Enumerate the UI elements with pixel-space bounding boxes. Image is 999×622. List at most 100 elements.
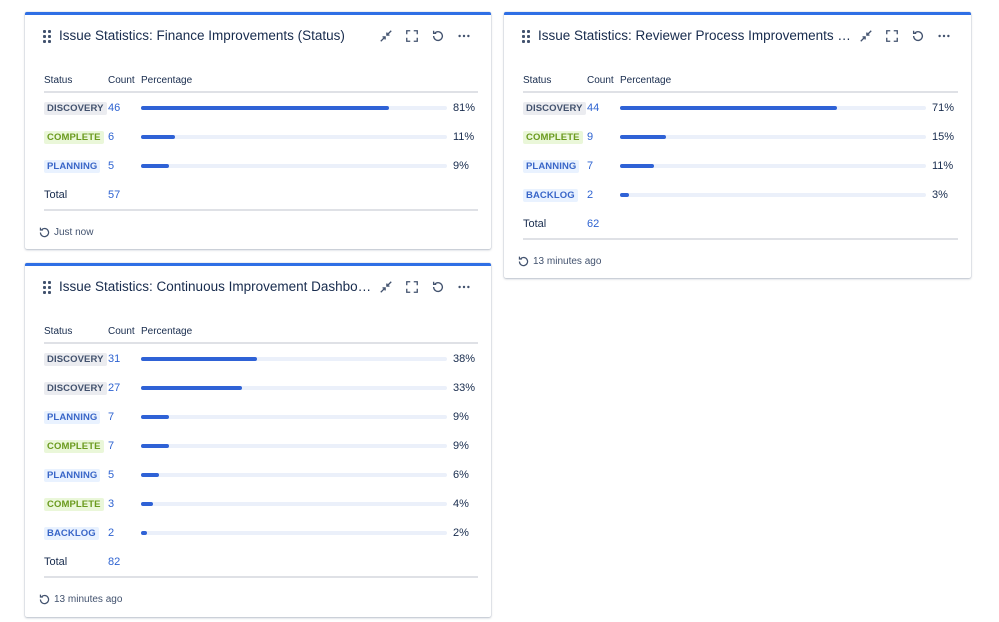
refresh-icon[interactable] bbox=[428, 26, 448, 46]
refresh-footer[interactable]: 13 minutes ago bbox=[38, 593, 122, 606]
refresh-footer[interactable]: 13 minutes ago bbox=[517, 255, 601, 268]
status-badge[interactable]: BACKLOG bbox=[44, 526, 99, 540]
status-table: Status Count Percentage DISCOVERY 44 71% CO… bbox=[523, 73, 958, 240]
refresh-icon[interactable] bbox=[908, 26, 928, 46]
percentage-value: 6% bbox=[453, 468, 469, 481]
table-row: COMPLETE 6 11% bbox=[44, 122, 478, 151]
count-link[interactable]: 3 bbox=[108, 497, 115, 510]
status-badge[interactable]: DISCOVERY bbox=[523, 101, 586, 115]
total-count-link[interactable]: 62 bbox=[587, 217, 600, 230]
status-badge[interactable]: COMPLETE bbox=[44, 497, 104, 511]
count-cell: 31 bbox=[108, 343, 141, 373]
percentage-bar-fill bbox=[620, 105, 838, 110]
status-cell: BACKLOG bbox=[44, 518, 108, 547]
total-spacer bbox=[141, 180, 447, 211]
count-cell: 5 bbox=[108, 151, 141, 180]
total-count-cell: 57 bbox=[108, 180, 141, 211]
status-badge[interactable]: DISCOVERY bbox=[44, 381, 107, 395]
status-badge[interactable]: COMPLETE bbox=[44, 439, 104, 453]
status-badge[interactable]: PLANNING bbox=[44, 468, 101, 482]
percentage-value: 11% bbox=[932, 159, 954, 172]
table-row: BACKLOG 2 3% bbox=[523, 180, 958, 209]
percentage-bar-fill bbox=[620, 163, 654, 168]
percentage-bar-cell bbox=[141, 151, 447, 180]
minimize-icon[interactable] bbox=[856, 26, 876, 46]
table-row: COMPLETE 9 15% bbox=[523, 122, 958, 151]
count-link[interactable]: 5 bbox=[108, 159, 115, 172]
percentage-bar-track bbox=[141, 414, 447, 419]
percentage-bar-fill bbox=[141, 385, 242, 390]
status-cell: PLANNING bbox=[44, 151, 108, 180]
count-cell: 7 bbox=[587, 151, 620, 180]
table-row: PLANNING 5 6% bbox=[44, 460, 478, 489]
status-badge[interactable]: COMPLETE bbox=[44, 130, 104, 144]
total-count-link[interactable]: 82 bbox=[108, 555, 121, 568]
gadget-header: Issue Statistics: Reviewer Process Impro… bbox=[504, 15, 971, 60]
count-link[interactable]: 6 bbox=[108, 130, 115, 143]
status-badge[interactable]: PLANNING bbox=[523, 159, 580, 173]
count-link[interactable]: 2 bbox=[587, 188, 594, 201]
refresh-footer[interactable]: Just now bbox=[38, 226, 93, 239]
status-badge[interactable]: DISCOVERY bbox=[44, 352, 107, 366]
table-row: BACKLOG 2 2% bbox=[44, 518, 478, 547]
percentage-bar-track bbox=[620, 163, 926, 168]
fullscreen-icon[interactable] bbox=[402, 26, 422, 46]
percentage-value: 71% bbox=[932, 101, 955, 114]
drag-handle-icon[interactable] bbox=[43, 281, 53, 295]
count-cell: 44 bbox=[587, 92, 620, 122]
more-icon[interactable] bbox=[934, 26, 954, 46]
status-cell: COMPLETE bbox=[44, 122, 108, 151]
more-icon[interactable] bbox=[454, 26, 474, 46]
table-row: DISCOVERY 27 33% bbox=[44, 373, 478, 402]
percentage-bar-cell bbox=[620, 151, 926, 180]
count-link[interactable]: 7 bbox=[587, 159, 594, 172]
column-header-status: Status bbox=[44, 73, 108, 93]
drag-handle-icon[interactable] bbox=[522, 30, 532, 44]
status-badge[interactable]: DISCOVERY bbox=[44, 101, 107, 115]
fullscreen-icon[interactable] bbox=[402, 277, 422, 297]
total-count-cell: 62 bbox=[587, 209, 620, 240]
count-link[interactable]: 5 bbox=[108, 468, 115, 481]
count-link[interactable]: 7 bbox=[108, 439, 115, 452]
status-cell: PLANNING bbox=[44, 460, 108, 489]
percentage-value: 11% bbox=[453, 130, 475, 143]
count-link[interactable]: 46 bbox=[108, 101, 121, 114]
drag-handle-icon[interactable] bbox=[43, 30, 53, 44]
status-badge[interactable]: COMPLETE bbox=[523, 130, 583, 144]
total-label: Total bbox=[523, 209, 587, 240]
percentage-bar-cell bbox=[141, 122, 447, 151]
count-link[interactable]: 7 bbox=[108, 410, 115, 423]
percentage-bar-track bbox=[141, 472, 447, 477]
percentage-value: 9% bbox=[453, 159, 469, 172]
status-badge[interactable]: PLANNING bbox=[44, 159, 101, 173]
percentage-bar-fill bbox=[141, 530, 148, 535]
fullscreen-icon[interactable] bbox=[882, 26, 902, 46]
column-header-status: Status bbox=[44, 324, 108, 344]
refresh-icon[interactable] bbox=[428, 277, 448, 297]
more-icon[interactable] bbox=[454, 277, 474, 297]
percentage-bar-track bbox=[141, 105, 447, 110]
count-cell: 7 bbox=[108, 431, 141, 460]
count-link[interactable]: 2 bbox=[108, 526, 115, 539]
count-link[interactable]: 44 bbox=[587, 101, 600, 114]
percentage-bar-cell bbox=[620, 92, 926, 122]
status-cell: COMPLETE bbox=[523, 122, 587, 151]
percentage-bar-cell bbox=[620, 122, 926, 151]
percentage-value: 15% bbox=[932, 130, 955, 143]
count-link[interactable]: 27 bbox=[108, 381, 121, 394]
percentage-bar-cell bbox=[141, 460, 447, 489]
count-link[interactable]: 9 bbox=[587, 130, 594, 143]
minimize-icon[interactable] bbox=[376, 26, 396, 46]
column-header-count: Count bbox=[108, 73, 141, 93]
total-count-link[interactable]: 57 bbox=[108, 188, 121, 201]
minimize-icon[interactable] bbox=[376, 277, 396, 297]
status-badge[interactable]: BACKLOG bbox=[523, 188, 578, 202]
status-badge[interactable]: PLANNING bbox=[44, 410, 101, 424]
percentage-bar-cell bbox=[620, 180, 926, 209]
percentage-bar-track bbox=[620, 192, 926, 197]
status-cell: COMPLETE bbox=[44, 431, 108, 460]
count-link[interactable]: 31 bbox=[108, 352, 121, 365]
total-label: Total bbox=[44, 547, 108, 578]
total-row: Total 82 bbox=[44, 547, 478, 578]
last-updated-text: Just now bbox=[54, 227, 94, 238]
